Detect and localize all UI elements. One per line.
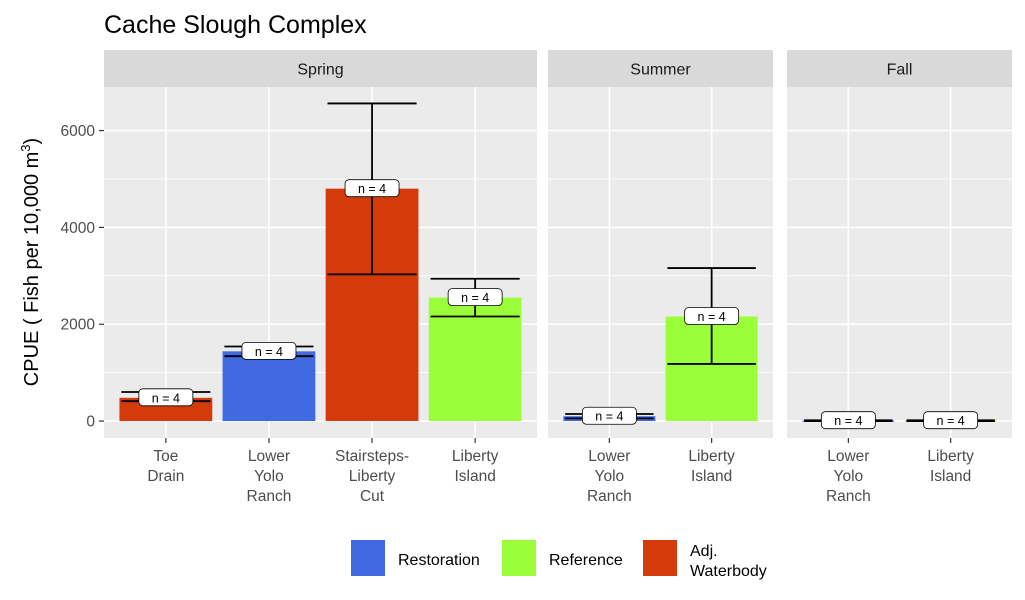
facet-strip-fall <box>787 50 1012 87</box>
x-tick-label: Liberty Island <box>452 448 499 485</box>
sample-size-text: n = 4 <box>698 310 726 324</box>
chart-title: Cache Slough Complex <box>104 11 367 39</box>
sample-size-text: n = 4 <box>461 291 489 305</box>
legend-item-adjacent: Adj. Waterbody <box>643 540 767 580</box>
sample-size-label: n = 4 <box>241 341 297 360</box>
sample-size-text: n = 4 <box>255 345 283 359</box>
x-tick-label: Lower Yolo Ranch <box>587 448 632 505</box>
facet-strip-summer <box>548 50 773 87</box>
legend-label: Restoration <box>398 552 480 569</box>
y-tick-label: 4000 <box>61 220 96 237</box>
sample-size-label: n = 4 <box>820 411 876 430</box>
sample-size-label: n = 4 <box>581 406 637 425</box>
x-tick-label: Stairsteps-Liberty Cut <box>335 448 409 505</box>
x-tick-label: Liberty Island <box>927 448 974 485</box>
y-axis-title-close: ) <box>21 138 43 145</box>
legend-key <box>351 540 385 576</box>
y-tick-label: 6000 <box>61 123 96 140</box>
y-axis-title-superscript: 3 <box>18 144 33 151</box>
x-tick-label: Lower Yolo Ranch <box>247 448 292 505</box>
sample-size-label: n = 4 <box>447 288 503 307</box>
bar <box>222 351 316 422</box>
legend-label: Reference <box>549 552 623 569</box>
sample-size-label: n = 4 <box>138 388 194 407</box>
legend-key <box>643 540 677 576</box>
sample-size-label: n = 4 <box>684 307 740 325</box>
sample-size-text: n = 4 <box>937 414 965 428</box>
x-tick-label: Liberty Island <box>688 448 735 485</box>
y-axis-title-main: CPUE ( Fish per 10,000 m <box>21 152 43 387</box>
sample-size-text: n = 4 <box>152 391 180 405</box>
y-tick-label: 0 <box>86 414 95 431</box>
facet-panel-summer: Summer n = 4 Lower Yolo Ranch n = 4 Liberty Isl… <box>548 50 773 505</box>
facet-strip-label: Spring <box>297 62 343 79</box>
sample-size-label: n = 4 <box>344 179 400 198</box>
legend: Restoration Reference Adj. Waterbody <box>351 540 767 580</box>
sample-size-label: n = 4 <box>923 411 979 430</box>
legend-item-reference: Reference <box>502 540 623 576</box>
facet-strip-label: Summer <box>630 62 691 79</box>
facet-strip-spring <box>104 50 537 87</box>
bar <box>428 297 522 422</box>
sample-size-text: n = 4 <box>595 410 623 424</box>
y-axis-title: CPUE ( Fish per 10,000 m3) <box>18 138 43 386</box>
facet-panel-spring: Spring n = 4 Toe Drain n = 4 Lower Yolo Ranch n … <box>104 50 537 505</box>
legend-key <box>502 540 536 576</box>
facet-panels: Spring n = 4 Toe Drain n = 4 Lower Yolo Ranch n … <box>104 50 1012 505</box>
facet-panel-fall: Fall n = 4 Lower Yolo Ranch n = 4 Liberty Islan… <box>787 50 1012 505</box>
x-tick-label: Toe Drain <box>147 448 184 485</box>
panel-background <box>787 87 1012 438</box>
y-tick-label: 2000 <box>61 317 96 334</box>
sample-size-text: n = 4 <box>358 182 386 196</box>
facet-strip-label: Fall <box>887 62 913 79</box>
legend-item-restoration: Restoration <box>351 540 480 576</box>
sample-size-text: n = 4 <box>834 414 862 428</box>
x-tick-label: Lower Yolo Ranch <box>826 448 871 505</box>
y-axis: 0 2000 4000 6000 <box>61 123 104 431</box>
legend-label: Adj. Waterbody <box>690 543 767 580</box>
